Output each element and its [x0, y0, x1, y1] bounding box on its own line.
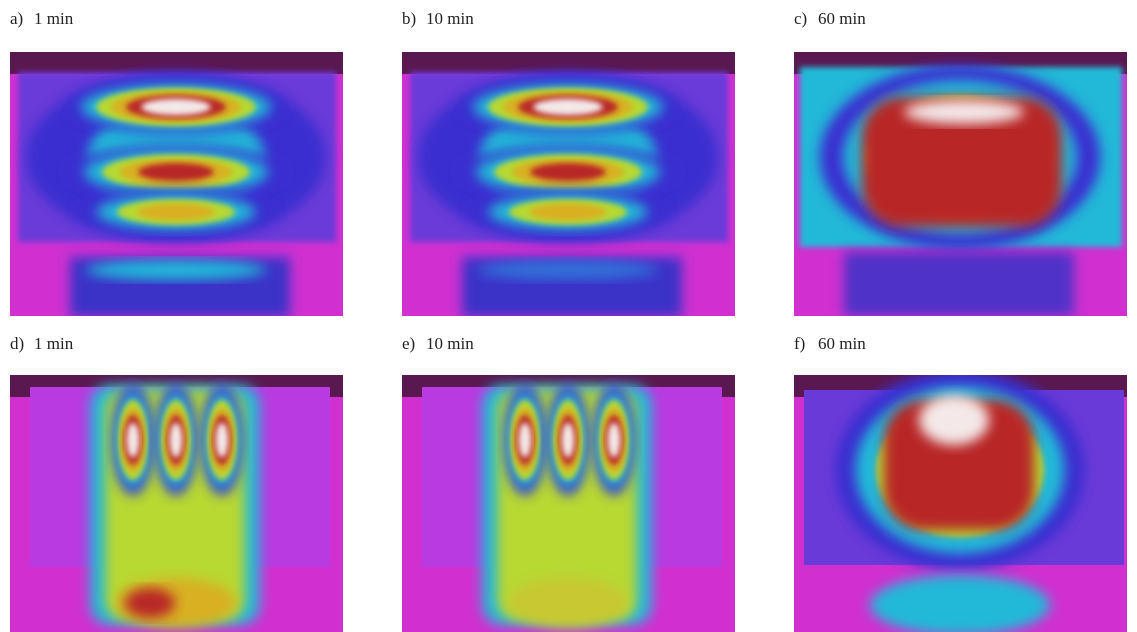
lower-warm — [478, 260, 658, 280]
lower-block — [844, 252, 1074, 316]
image-content — [10, 52, 343, 317]
white-spot — [904, 100, 1024, 124]
image-content — [10, 375, 343, 632]
lower-hot — [125, 588, 175, 618]
hotspot — [216, 423, 229, 458]
image-content — [794, 52, 1127, 316]
panel-caption: 1 min — [34, 9, 74, 28]
panel-label: d) — [10, 334, 24, 353]
top-strip — [402, 52, 735, 74]
lower-warm — [508, 578, 628, 628]
lower-warm — [86, 260, 266, 280]
hotspot — [141, 99, 211, 115]
hotspot — [562, 423, 575, 458]
thermal-image — [794, 370, 1127, 632]
thermal-image — [402, 375, 735, 632]
white-spot — [919, 395, 989, 445]
hotspot — [519, 423, 532, 458]
panel-caption: 1 min — [34, 334, 74, 353]
thermal-image — [10, 52, 343, 317]
hotspot — [530, 204, 607, 221]
hotspot — [533, 99, 603, 115]
thermal-image — [10, 375, 343, 632]
image-content — [794, 370, 1127, 632]
panel-caption: 10 min — [426, 334, 474, 353]
panel-label: a) — [10, 9, 23, 28]
hotspot — [138, 163, 214, 181]
panel-label: c) — [794, 9, 807, 28]
panel-label: b) — [402, 9, 416, 28]
hotspot — [530, 163, 606, 181]
hotspot — [170, 423, 183, 458]
image-content — [402, 52, 735, 317]
hotspot — [608, 423, 621, 458]
figure: a) 1 min b) 10 min c) 60 min d) 1 min e) 10 min f)… — [0, 0, 1137, 632]
panel-label: f) — [794, 334, 805, 353]
thermal-image — [794, 52, 1127, 316]
thermal-image — [402, 52, 735, 317]
hotspot — [138, 204, 215, 221]
panel-label: e) — [402, 334, 415, 353]
panel-caption: 60 min — [818, 334, 866, 353]
top-strip — [10, 52, 343, 74]
panel-caption: 10 min — [426, 9, 474, 28]
hotspot — [127, 423, 140, 458]
panel-caption: 60 min — [818, 9, 866, 28]
image-content — [402, 375, 735, 632]
